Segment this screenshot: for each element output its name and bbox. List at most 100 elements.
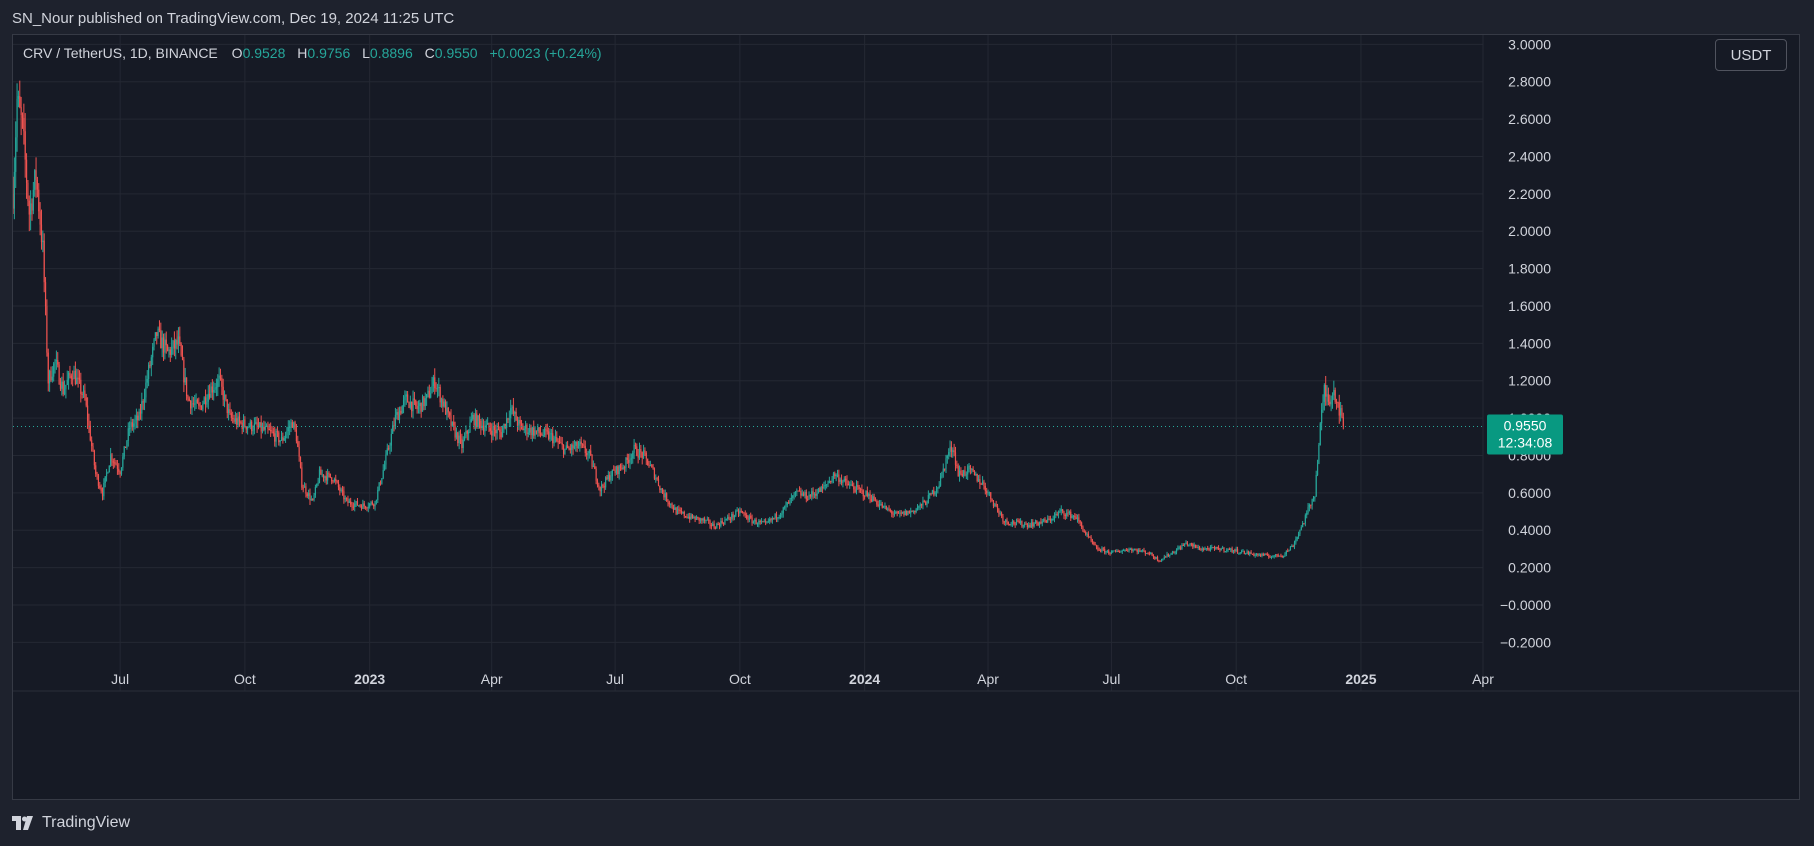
candle-body: [265, 425, 268, 427]
candle: [1230, 547, 1232, 552]
candle: [503, 423, 505, 433]
candle: [1249, 551, 1251, 557]
candle: [302, 484, 304, 493]
candle-body: [942, 468, 944, 472]
candle: [935, 485, 938, 497]
candle-body: [461, 438, 463, 449]
candle-body: [561, 442, 563, 445]
candle-body: [588, 450, 590, 454]
candle: [165, 331, 167, 354]
candle: [748, 514, 750, 523]
candle: [835, 473, 837, 482]
candle: [846, 475, 848, 489]
candle-body: [1163, 556, 1165, 559]
candle-body: [111, 454, 113, 462]
candle: [481, 417, 483, 431]
candle-body: [801, 493, 803, 496]
candle: [1118, 550, 1121, 553]
candle: [1182, 543, 1184, 546]
candle: [127, 422, 129, 447]
candle: [805, 489, 807, 503]
candle: [284, 431, 287, 443]
candle: [1132, 548, 1134, 553]
candle: [1003, 520, 1005, 526]
candle-body: [944, 468, 946, 470]
candle-body: [92, 446, 94, 451]
candle: [853, 482, 855, 494]
candle: [435, 382, 437, 392]
candle-body: [1302, 523, 1304, 528]
candle: [511, 404, 513, 415]
candle: [1116, 548, 1118, 553]
candle: [518, 416, 520, 431]
candle: [282, 432, 284, 444]
candle: [318, 466, 321, 484]
candle: [289, 420, 291, 436]
candle-body: [352, 506, 354, 508]
price-tick-label: 2.0000: [1508, 223, 1551, 239]
candle-body: [903, 511, 905, 516]
candle: [390, 428, 392, 452]
candle-body: [73, 370, 75, 379]
candle-body: [798, 490, 801, 492]
candle-body: [462, 439, 464, 449]
candle: [1041, 518, 1043, 527]
candle-body: [1186, 542, 1188, 546]
candle: [526, 423, 528, 441]
candle-body: [30, 203, 32, 215]
candle-body: [340, 489, 342, 491]
candle: [496, 423, 498, 440]
candle-body: [933, 490, 935, 495]
candle-body: [200, 405, 203, 410]
chart-pane[interactable]: 3.0000 2.8000 2.6000 2.4000 2.2000 2.0000 1.80…: [12, 34, 1800, 800]
candle: [501, 425, 504, 438]
candle-body: [702, 518, 704, 521]
price-tick-label: 1.8000: [1508, 261, 1551, 277]
candle-body: [1203, 548, 1205, 550]
candle: [145, 375, 147, 403]
candle-body: [348, 501, 350, 503]
candle: [996, 503, 999, 513]
symbol-title[interactable]: CRV / TetherUS, 1D, BINANCE: [23, 45, 218, 61]
candle-body: [65, 384, 67, 390]
candle-body: [424, 398, 426, 407]
candle: [920, 503, 923, 509]
candlestick-chart[interactable]: 3.00002.80002.60002.40002.20002.00001.80…: [13, 35, 1799, 799]
candle: [1101, 546, 1103, 553]
candle-body: [1209, 547, 1212, 551]
currency-button[interactable]: USDT: [1715, 39, 1787, 71]
price-tick-label: −0.2000: [1500, 634, 1551, 650]
candle: [298, 441, 300, 462]
candle: [1062, 508, 1064, 514]
candle-body: [1321, 409, 1323, 424]
candle-body: [195, 399, 197, 404]
candle: [428, 384, 430, 399]
candle: [599, 486, 601, 497]
candle: [828, 476, 830, 484]
candle-body: [926, 503, 928, 505]
candle: [143, 388, 146, 411]
candle: [382, 464, 384, 480]
candle-body: [1082, 526, 1084, 532]
candle-body: [49, 370, 51, 384]
candle: [1269, 555, 1271, 558]
candle-body: [1330, 399, 1332, 405]
candle-body: [209, 393, 211, 398]
candle: [1044, 517, 1046, 523]
candle-body: [781, 513, 783, 516]
candle-body: [1127, 550, 1129, 552]
candle-body: [1247, 551, 1249, 555]
candle-body: [821, 487, 824, 489]
candle: [1253, 552, 1255, 557]
candle: [580, 436, 582, 449]
candle-body: [359, 505, 361, 507]
candle-body: [629, 458, 631, 463]
footer-brand[interactable]: TradingView: [12, 814, 130, 832]
candle-body: [914, 510, 916, 513]
candle-body: [88, 420, 90, 426]
candle: [1228, 547, 1231, 551]
candle-body: [728, 516, 730, 519]
candle-body: [438, 386, 440, 388]
candle: [756, 522, 759, 527]
candle: [249, 419, 251, 430]
